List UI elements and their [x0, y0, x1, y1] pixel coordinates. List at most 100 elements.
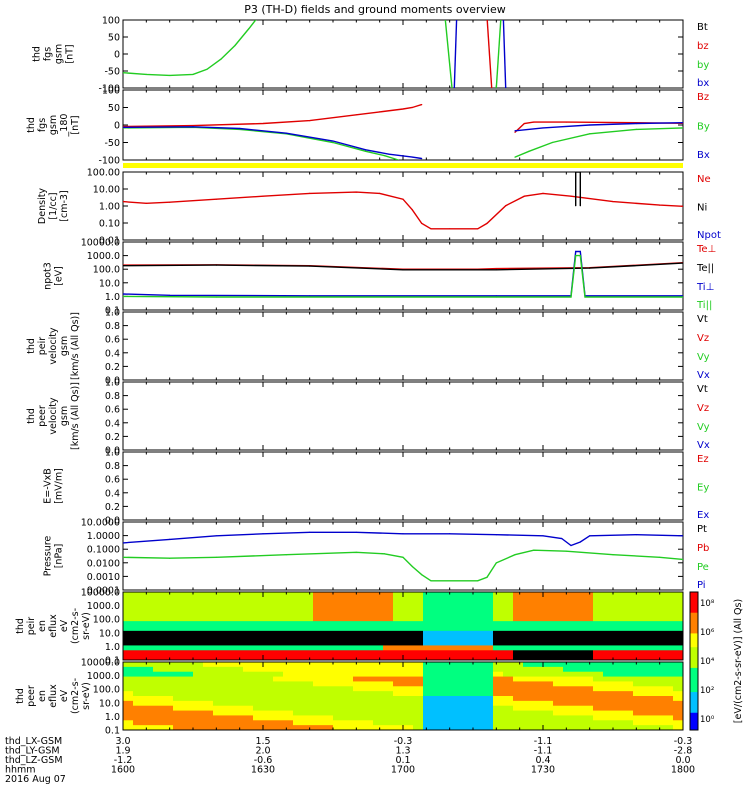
heatmap-cell: [313, 676, 324, 682]
heatmap-cell: [373, 616, 384, 622]
panel-ylabel-line: thd: [26, 408, 37, 424]
heatmap-cell: [123, 650, 134, 656]
heatmap-cell: [523, 592, 534, 598]
heatmap-cell: [643, 666, 654, 673]
heatmap-cell: [353, 715, 364, 721]
heatmap-cell: [413, 725, 424, 731]
heatmap-cell: [273, 655, 284, 661]
heatmap-cell: [253, 621, 264, 627]
heatmap-cell: [243, 710, 254, 716]
heatmap-cell: [323, 621, 334, 627]
heatmap-cell: [573, 601, 584, 608]
heatmap-cell: [313, 662, 324, 668]
heatmap-cell: [383, 700, 394, 707]
heatmap-cell: [523, 635, 534, 642]
xtick-label: -1.1: [534, 746, 553, 757]
heatmap-cell: [433, 691, 444, 697]
heatmap-cell: [653, 645, 664, 651]
heatmap-cell: [323, 611, 334, 617]
heatmap-cell: [513, 671, 524, 678]
heatmap-cell: [203, 666, 214, 673]
panel-ylabel-line: [nT]: [65, 44, 76, 63]
heatmap-cell: [183, 681, 194, 687]
panel-peer_eflux: thd peer en eflux eV (cm2-s-sr-eV)10000.01000…: [15, 658, 684, 737]
heatmap-cell: [143, 725, 154, 731]
heatmap-cell: [173, 681, 184, 687]
heatmap-cell: [503, 715, 514, 721]
heatmap-cell: [583, 691, 594, 697]
heatmap-cell: [343, 696, 354, 702]
data-point: [355, 191, 357, 193]
heatmap-cell: [513, 611, 524, 617]
heatmap-cell: [283, 606, 294, 612]
data-point: [402, 533, 404, 535]
heatmap-cell: [193, 720, 204, 726]
heatmap-cell: [663, 725, 674, 731]
heatmap-cell: [583, 592, 594, 598]
data-point: [285, 132, 287, 134]
heatmap-cell: [513, 705, 524, 712]
heatmap-cell: [293, 700, 304, 707]
heatmap-cell: [573, 720, 584, 726]
legend-entry: Bt: [697, 22, 708, 33]
data-point: [635, 534, 637, 536]
heatmap-cell: [623, 611, 634, 617]
heatmap-cell: [173, 650, 184, 656]
heatmap-cell: [323, 606, 334, 612]
heatmap-cell: [673, 686, 684, 692]
series-group: [123, 103, 683, 160]
heatmap-cell: [463, 666, 474, 673]
heatmap-cell: [383, 725, 394, 731]
heatmap-cell: [173, 720, 184, 726]
heatmap-cell: [233, 616, 244, 622]
heatmap-cell: [523, 686, 534, 692]
heatmap-cell: [233, 710, 244, 716]
data-point: [682, 535, 683, 537]
heatmap-cell: [153, 611, 164, 617]
heatmap-cell: [203, 715, 214, 721]
heatmap-cell: [633, 715, 644, 721]
legend-entry: Pb: [697, 543, 709, 554]
heatmap-cell: [513, 645, 524, 651]
ytick-label: 100.0: [93, 685, 120, 696]
heatmap-cell: [303, 626, 314, 632]
heatmap-cell: [523, 606, 534, 612]
colorbar-tick-label: 10⁰: [700, 715, 715, 725]
xaxis-row-label: hhmm: [5, 765, 36, 776]
heatmap-cell: [343, 626, 354, 632]
heatmap-cell: [133, 616, 144, 622]
heatmap-cell: [133, 626, 144, 632]
colorbar-segment: [690, 636, 698, 641]
heatmap-cell: [643, 671, 654, 678]
heatmap-cell: [283, 611, 294, 617]
heatmap-cell: [393, 645, 404, 651]
heatmap-cell: [593, 650, 604, 656]
heatmap-cell: [193, 621, 204, 627]
heatmap-cell: [363, 725, 374, 731]
heatmap-cell: [363, 606, 374, 612]
heatmap-cell: [623, 655, 634, 661]
heatmap-cell: [663, 666, 674, 673]
heatmap-cell: [423, 606, 434, 612]
panel-frame: [122, 311, 684, 381]
heatmap-cell: [403, 696, 414, 702]
heatmap-cell: [323, 640, 334, 646]
heatmap-cell: [593, 611, 604, 617]
heatmap-cell: [453, 686, 464, 692]
heatmap-cell: [573, 621, 584, 627]
heatmap-cell: [653, 700, 664, 707]
panel-ylabel-line: en: [37, 620, 48, 632]
heatmap-cell: [333, 611, 344, 617]
heatmap-cell: [403, 650, 414, 656]
xaxis-row-label: thd_LY-GSM: [5, 746, 60, 757]
heatmap-cell: [343, 666, 354, 673]
heatmap-cell: [573, 681, 584, 687]
heatmap-cell: [613, 626, 624, 632]
ytick-label: 0.8: [105, 391, 120, 402]
heatmap-cell: [513, 601, 524, 608]
heatmap-cell: [573, 662, 584, 668]
series-line-bx: [453, 20, 458, 88]
heatmap-cell: [353, 626, 364, 632]
data-point: [503, 16, 504, 17]
